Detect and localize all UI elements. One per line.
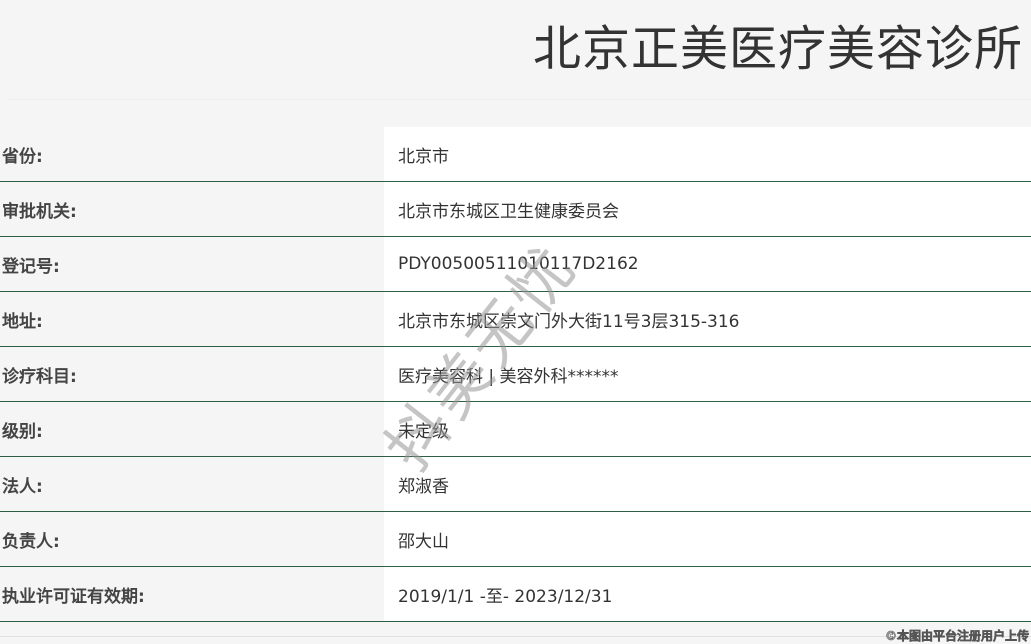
row-label: 审批机关: [2,201,77,222]
table-row-approval-authority: 审批机关: 北京市东城区卫生健康委员会 [0,182,1031,237]
row-value: 未定级 [384,402,1031,456]
row-label: 执业许可证有效期: [2,586,145,607]
table-row-registration-number: 登记号: PDY00500511010117D2162 [0,237,1031,292]
table-row-departments: 诊疗科目: 医疗美容科 | 美容外科****** [0,347,1031,402]
row-value: 2019/1/1 -至- 2023/12/31 [384,567,1031,621]
page-title: 北京正美医疗美容诊所 [532,21,1023,77]
table-row-province: 省份: 北京市 [0,127,1031,182]
row-value: 北京市东城区卫生健康委员会 [384,182,1031,236]
row-label: 登记号: [2,256,60,277]
table-row-license-validity: 执业许可证有效期: 2019/1/1 -至- 2023/12/31 [0,567,1031,622]
row-value: 北京市 [384,127,1031,181]
row-label: 级别: [2,421,43,442]
row-label: 诊疗科目: [2,366,77,387]
divider [8,99,1031,100]
table-row-legal-person: 法人: 郑淑香 [0,457,1031,512]
row-label: 地址: [2,311,43,332]
info-table: 省份: 北京市 审批机关: 北京市东城区卫生健康委员会 登记号: PDY0050051… [0,127,1031,622]
table-row-address: 地址: 北京市东城区崇文门外大街11号3层315-316 [0,292,1031,347]
row-value: 北京市东城区崇文门外大街11号3层315-316 [384,292,1031,346]
row-label: 负责人: [2,531,60,552]
row-value: 医疗美容科 | 美容外科****** [384,347,1031,401]
row-label: 法人: [2,476,43,497]
table-row-person-in-charge: 负责人: 邵大山 [0,512,1031,567]
row-value: 邵大山 [384,512,1031,566]
row-value: 郑淑香 [384,457,1031,511]
row-value: PDY00500511010117D2162 [384,237,1031,291]
footer-watermark: ©本图由平台注册用户上传 [884,629,1030,644]
row-label: 省份: [2,146,43,167]
table-row-level: 级别: 未定级 [0,402,1031,457]
divider [0,636,1031,637]
